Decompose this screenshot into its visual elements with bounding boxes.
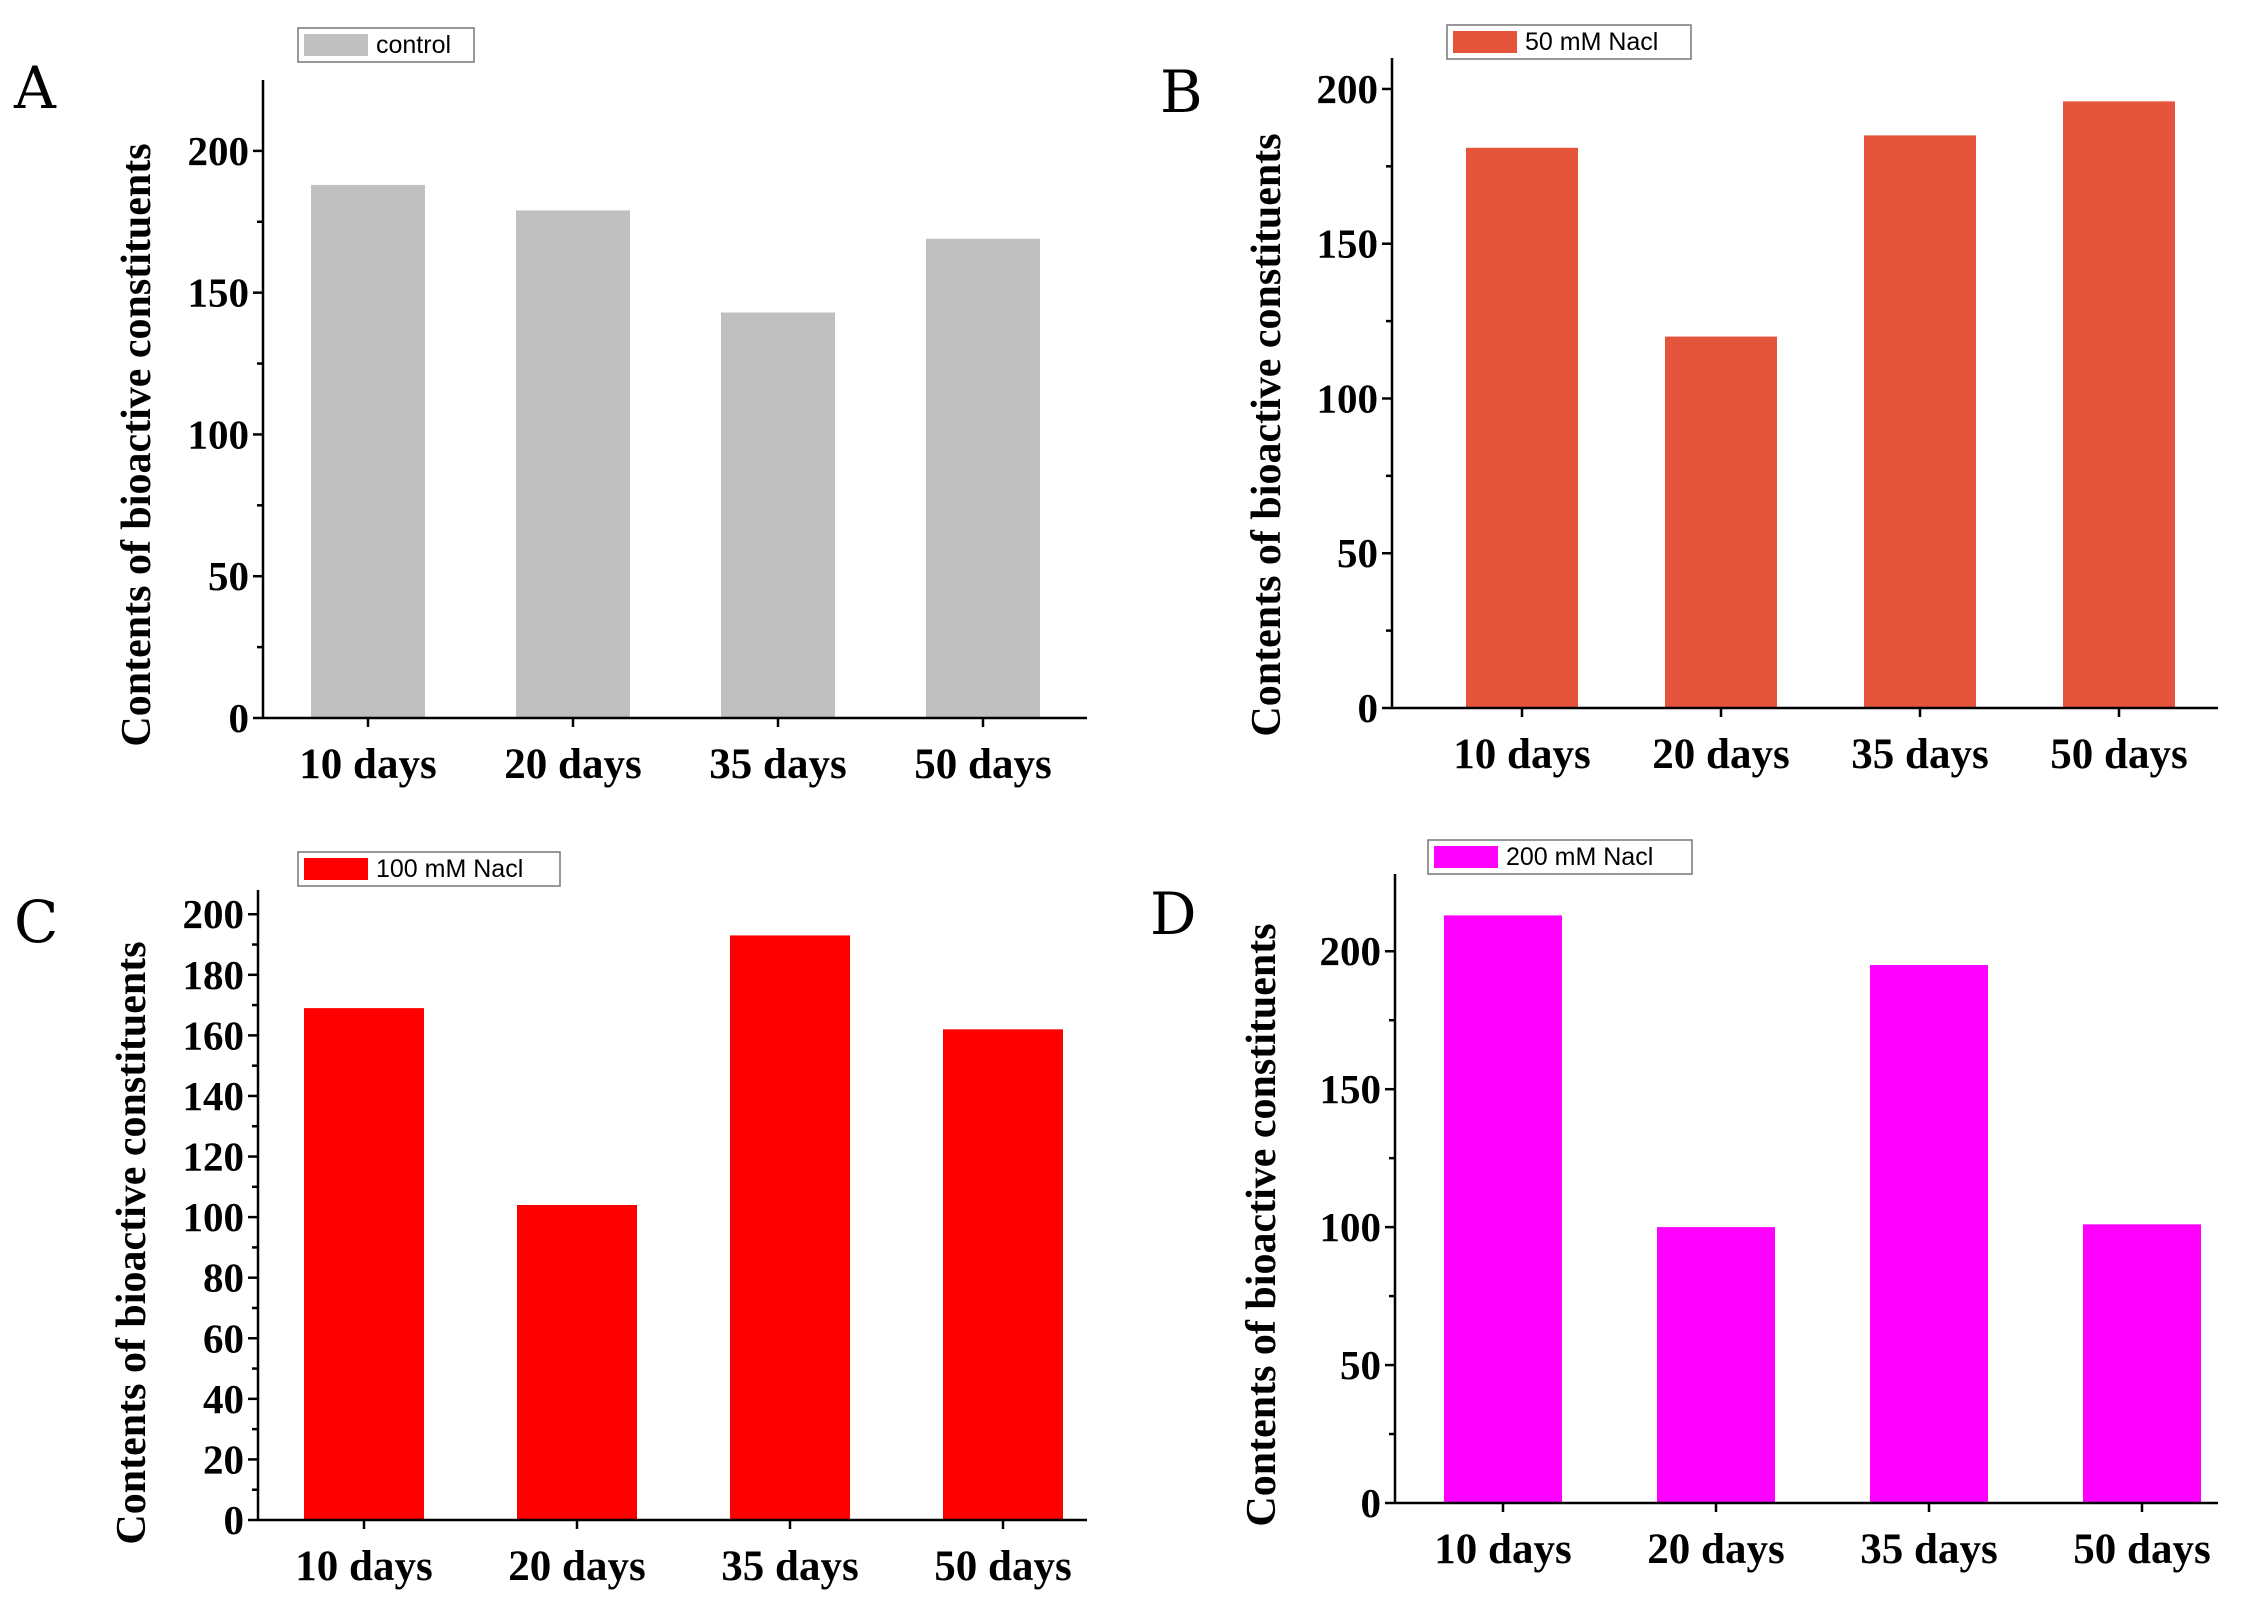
x-tick-label-b-4: 50 days <box>2050 731 2187 778</box>
y-tick-label-c-120: 120 <box>183 1134 245 1180</box>
panel-letter-b: B <box>1160 58 1203 126</box>
y-tick-label-c-20: 20 <box>203 1436 244 1482</box>
legend-label-a: control <box>376 31 451 59</box>
y-axis-title-b: Contents of bioactive constituents <box>1244 133 1290 736</box>
y-tick-label-b-50: 50 <box>1337 530 1378 576</box>
bar-b-1 <box>1466 147 1578 708</box>
y-axis-title-c: Contents of bioactive constituents <box>109 941 155 1544</box>
y-tick-label-a-50: 50 <box>208 553 249 599</box>
x-tick-label-b-2: 20 days <box>1652 731 1789 778</box>
panel-letter-c: C <box>14 888 58 956</box>
x-tick-label-a-4: 50 days <box>914 741 1051 788</box>
y-tick-label-a-100: 100 <box>188 411 250 457</box>
panel-letter-a: A <box>13 54 57 122</box>
bar-d-2 <box>1657 1227 1775 1503</box>
x-tick-label-a-2: 20 days <box>504 741 641 788</box>
x-tick-label-c-1: 10 days <box>295 1543 432 1590</box>
y-tick-label-b-100: 100 <box>1317 375 1379 421</box>
bar-b-4 <box>2063 101 2175 709</box>
x-tick-label-d-1: 10 days <box>1434 1526 1571 1573</box>
y-tick-label-a-150: 150 <box>188 270 250 316</box>
x-tick-label-d-3: 35 days <box>1860 1526 1997 1573</box>
bar-d-1 <box>1444 915 1562 1503</box>
chart-panel-d: D 0 50 100 150 200 10 days 20 days 35 days 50 day… <box>1150 839 2218 1573</box>
legend-d: 200 mM Nacl <box>1427 839 1693 875</box>
y-axis-title-a: Contents of bioactive constituents <box>114 143 160 746</box>
legend-swatch-c <box>304 858 368 880</box>
bar-c-1 <box>304 1008 424 1520</box>
y-tick-label-c-160: 160 <box>183 1012 245 1058</box>
y-tick-label-a-200: 200 <box>188 128 250 174</box>
panel-letter-d: D <box>1150 880 1197 948</box>
chart-panel-a: A 0 50 100 150 200 10 days 20 days 35 days 50 day… <box>13 27 1087 788</box>
legend-swatch-a <box>304 34 368 56</box>
x-tick-label-c-4: 50 days <box>934 1543 1071 1590</box>
legend-b: 50 mM Nacl <box>1446 24 1692 60</box>
y-tick-label-c-60: 60 <box>203 1315 244 1361</box>
y-tick-label-b-0: 0 <box>1358 685 1379 731</box>
x-tick-label-c-2: 20 days <box>508 1543 645 1590</box>
y-tick-label-d-100: 100 <box>1320 1204 1382 1250</box>
bar-b-2 <box>1665 336 1777 708</box>
y-tick-label-c-200: 200 <box>183 891 245 937</box>
y-tick-label-d-200: 200 <box>1320 928 1382 974</box>
y-tick-label-d-50: 50 <box>1340 1342 1381 1388</box>
chart-panel-c: C 0 20 40 60 80 100 120 140 160 180 200 10 days 20 da… <box>14 851 1087 1590</box>
y-tick-label-c-40: 40 <box>203 1376 244 1422</box>
bar-b-3 <box>1864 135 1976 708</box>
x-tick-label-d-2: 20 days <box>1647 1526 1784 1573</box>
legend-label-c: 100 mM Nacl <box>376 855 523 883</box>
x-tick-label-a-1: 10 days <box>299 741 436 788</box>
bar-c-4 <box>943 1029 1063 1520</box>
y-tick-label-c-140: 140 <box>183 1073 245 1119</box>
bar-d-4 <box>2083 1224 2201 1503</box>
x-tick-label-d-4: 50 days <box>2073 1526 2210 1573</box>
bar-c-3 <box>730 935 850 1520</box>
bar-d-3 <box>1870 965 1988 1503</box>
y-tick-label-d-0: 0 <box>1361 1480 1382 1526</box>
x-tick-label-b-1: 10 days <box>1453 731 1590 778</box>
bar-a-3 <box>721 312 835 718</box>
bar-a-1 <box>311 184 425 719</box>
x-tick-label-c-3: 35 days <box>721 1543 858 1590</box>
y-tick-label-a-0: 0 <box>229 695 250 741</box>
legend-swatch-b <box>1453 31 1517 53</box>
y-axis-title-d: Contents of bioactive constituents <box>1239 923 1285 1526</box>
bar-c-2 <box>517 1205 637 1520</box>
legend-swatch-d <box>1434 846 1498 868</box>
x-tick-label-b-3: 35 days <box>1851 731 1988 778</box>
legend-c: 100 mM Nacl <box>297 851 561 887</box>
y-tick-label-d-150: 150 <box>1320 1066 1382 1112</box>
y-tick-label-c-0: 0 <box>224 1497 245 1543</box>
legend-a: control <box>297 27 475 63</box>
y-tick-label-b-200: 200 <box>1317 66 1379 112</box>
chart-panel-b: B 0 50 100 150 200 10 days 20 days 35 days 50 day… <box>1160 24 2218 778</box>
legend-label-d: 200 mM Nacl <box>1506 843 1653 871</box>
y-tick-label-c-180: 180 <box>183 952 245 998</box>
y-tick-label-c-80: 80 <box>203 1255 244 1301</box>
bar-a-4 <box>926 238 1040 718</box>
x-tick-label-a-3: 35 days <box>709 741 846 788</box>
legend-label-b: 50 mM Nacl <box>1525 28 1658 56</box>
y-tick-label-b-150: 150 <box>1317 221 1379 267</box>
bar-a-2 <box>516 210 630 719</box>
y-tick-label-c-100: 100 <box>183 1194 245 1240</box>
